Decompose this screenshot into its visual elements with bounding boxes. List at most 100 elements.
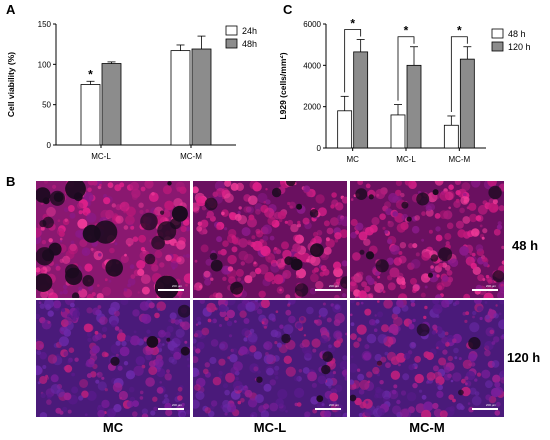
cell-spot [201, 205, 207, 211]
cell-spot [173, 198, 183, 208]
cell-spot [310, 273, 319, 283]
cell-spot [36, 227, 42, 238]
cell-spot [165, 254, 172, 262]
dark-region [368, 194, 374, 200]
cell-spot [360, 301, 364, 305]
cell-spot [150, 410, 156, 416]
cell-spot [43, 181, 48, 184]
cell-spot [339, 360, 347, 370]
dark-region [210, 259, 223, 272]
cell-spot [317, 375, 327, 384]
cell-spot [244, 275, 253, 284]
dark-region [180, 346, 190, 356]
cell-spot [138, 234, 146, 243]
cell-spot [120, 254, 129, 264]
cell-spot [439, 191, 450, 201]
bar-48h-MC-M [443, 124, 459, 149]
cell-spot [410, 259, 421, 269]
dark-region [36, 187, 51, 203]
cell-spot [75, 230, 83, 238]
cell-spot [118, 390, 128, 401]
cell-spot [224, 316, 229, 321]
cell-spot [59, 237, 63, 241]
cell-spot [441, 300, 450, 308]
cell-spot [356, 368, 361, 372]
cell-spot [263, 201, 266, 204]
cell-spot [341, 260, 347, 267]
cell-spot [72, 310, 81, 318]
cell-spot [68, 347, 75, 353]
cell-spot [274, 365, 280, 371]
x-tick-label: MC-M [180, 152, 202, 161]
dark-region [82, 224, 101, 243]
cell-spot [288, 315, 296, 324]
cell-spot [471, 181, 481, 188]
cell-spot [97, 284, 100, 287]
cell-spot [424, 305, 428, 310]
cell-spot [275, 310, 279, 313]
cell-spot [139, 301, 150, 311]
cell-spot [358, 271, 364, 277]
cell-spot [255, 228, 261, 234]
cell-spot [450, 379, 454, 383]
cell-spot [369, 319, 376, 326]
cell-spot [377, 334, 388, 344]
cell-spot [83, 323, 93, 333]
cell-spot [282, 269, 292, 279]
cell-spot [275, 398, 284, 407]
micrograph-image [36, 181, 190, 298]
cell-spot [148, 192, 159, 202]
cell-spot [297, 220, 301, 225]
cell-spot [139, 209, 144, 214]
cell-spot [420, 292, 426, 298]
cell-spot [240, 398, 245, 403]
cell-spot [218, 304, 227, 313]
cell-spot [212, 318, 217, 324]
cell-spot [196, 341, 205, 350]
cell-spot [500, 377, 504, 384]
cell-spot [428, 229, 433, 234]
cell-spot [327, 344, 336, 353]
cell-spot [471, 252, 476, 257]
dark-region [488, 185, 502, 200]
cell-spot [60, 327, 65, 332]
cell-spot [194, 259, 198, 263]
cell-spot [221, 211, 225, 216]
cell-spot [194, 384, 201, 391]
scale-bar [158, 408, 184, 410]
cell-spot [224, 227, 228, 231]
row-label-48h: 48 h [512, 238, 539, 253]
cell-spot [460, 196, 470, 205]
cell-spot [169, 312, 177, 320]
cell-spot [201, 327, 210, 336]
cell-spot [115, 215, 124, 224]
cell-spot [365, 183, 371, 189]
cell-spot [455, 300, 460, 305]
cell-spot [92, 181, 98, 186]
cell-spot [483, 292, 494, 298]
dark-region [310, 243, 324, 257]
cell-spot [491, 341, 496, 345]
cell-spot [102, 286, 112, 296]
cell-spot [350, 231, 357, 239]
cell-spot [302, 217, 310, 225]
x-tick-label: MC [346, 155, 359, 164]
cell-spot [411, 225, 420, 234]
cell-spot [129, 264, 135, 270]
legend-swatch-1 [491, 41, 504, 52]
dark-region [458, 389, 464, 396]
cell-spot [207, 318, 212, 323]
cell-spot [245, 301, 256, 312]
cell-spot [87, 337, 92, 342]
cell-spot [206, 302, 216, 313]
cell-spot [264, 271, 275, 282]
cell-spot [39, 376, 48, 384]
cell-spot [481, 236, 485, 240]
cell-spot [493, 336, 500, 343]
cell-spot [230, 348, 234, 353]
cell-spot [111, 203, 117, 208]
cell-spot [69, 212, 76, 219]
cell-spot [145, 209, 149, 213]
cell-spot [261, 321, 265, 325]
cell-spot [453, 347, 459, 354]
